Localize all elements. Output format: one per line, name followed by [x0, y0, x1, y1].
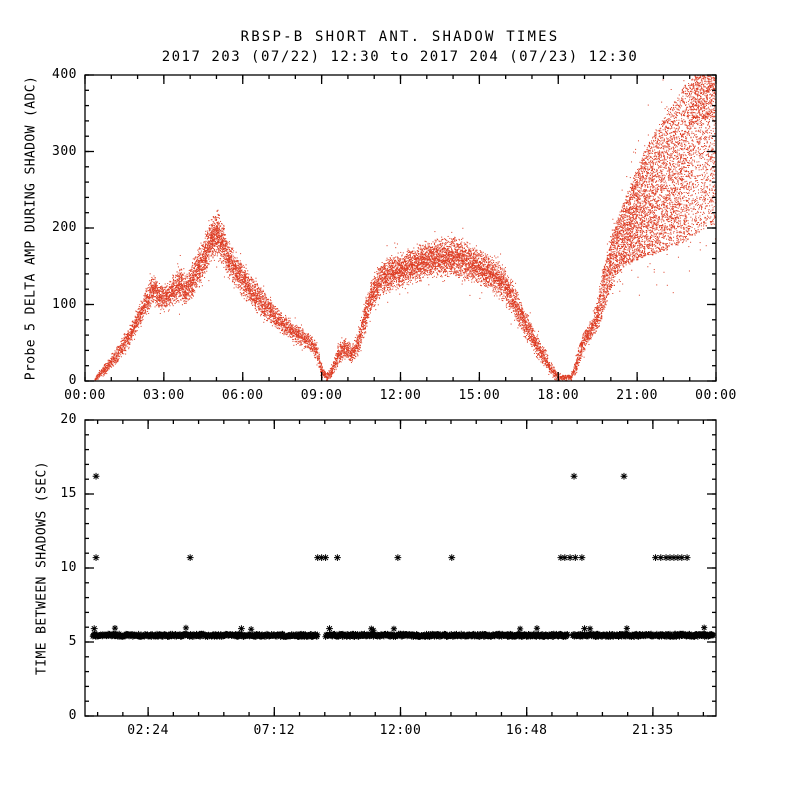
x-tick-label: 21:35 — [632, 723, 674, 738]
y-tick-label: 300 — [52, 143, 77, 159]
y-tick-label: 15 — [60, 486, 77, 501]
top-y-axis-label: Probe 5 DELTA AMP DURING SHADOW (ADC) — [23, 75, 39, 381]
x-tick-label: 12:00 — [379, 723, 422, 738]
y-tick-label: 0 — [68, 708, 77, 723]
x-tick-label: 12:00 — [379, 388, 422, 403]
x-tick-label: 07:12 — [253, 723, 296, 738]
x-tick-label: 03:00 — [143, 388, 185, 403]
x-tick-label: 16:48 — [505, 723, 548, 738]
chart-subtitle: 2017 203 (07/22) 12:30 to 2017 204 (07/2… — [161, 49, 639, 65]
x-tick-label: 18:00 — [537, 388, 580, 403]
y-tick-label: 5 — [68, 634, 77, 649]
x-tick-label: 02:24 — [127, 723, 169, 738]
chart-title: RBSP-B SHORT ANT. SHADOW TIMES — [240, 29, 560, 45]
y-tick-label: 400 — [52, 67, 77, 82]
y-tick-label: 200 — [52, 220, 77, 235]
x-tick-label: 06:00 — [221, 388, 264, 403]
x-tick-label: 15:00 — [458, 388, 501, 403]
y-tick-label: 0 — [68, 373, 77, 388]
x-tick-label: 00:00 — [64, 388, 106, 403]
y-tick-label: 10 — [60, 560, 77, 575]
x-tick-label: 00:00 — [695, 388, 737, 403]
y-tick-label: 100 — [52, 296, 77, 312]
x-tick-label: 21:00 — [616, 388, 658, 403]
bottom-y-axis-label: TIME BETWEEN SHADOWS (SEC) — [34, 461, 50, 675]
y-tick-label: 20 — [60, 412, 77, 427]
x-tick-label: 09:00 — [300, 388, 343, 403]
